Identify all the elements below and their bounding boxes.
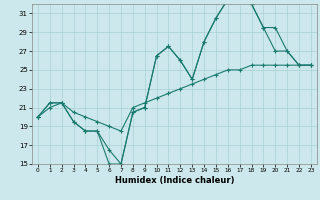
X-axis label: Humidex (Indice chaleur): Humidex (Indice chaleur) <box>115 176 234 185</box>
